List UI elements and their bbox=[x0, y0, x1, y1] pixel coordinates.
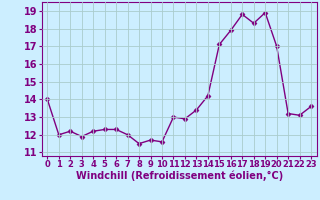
X-axis label: Windchill (Refroidissement éolien,°C): Windchill (Refroidissement éolien,°C) bbox=[76, 171, 283, 181]
